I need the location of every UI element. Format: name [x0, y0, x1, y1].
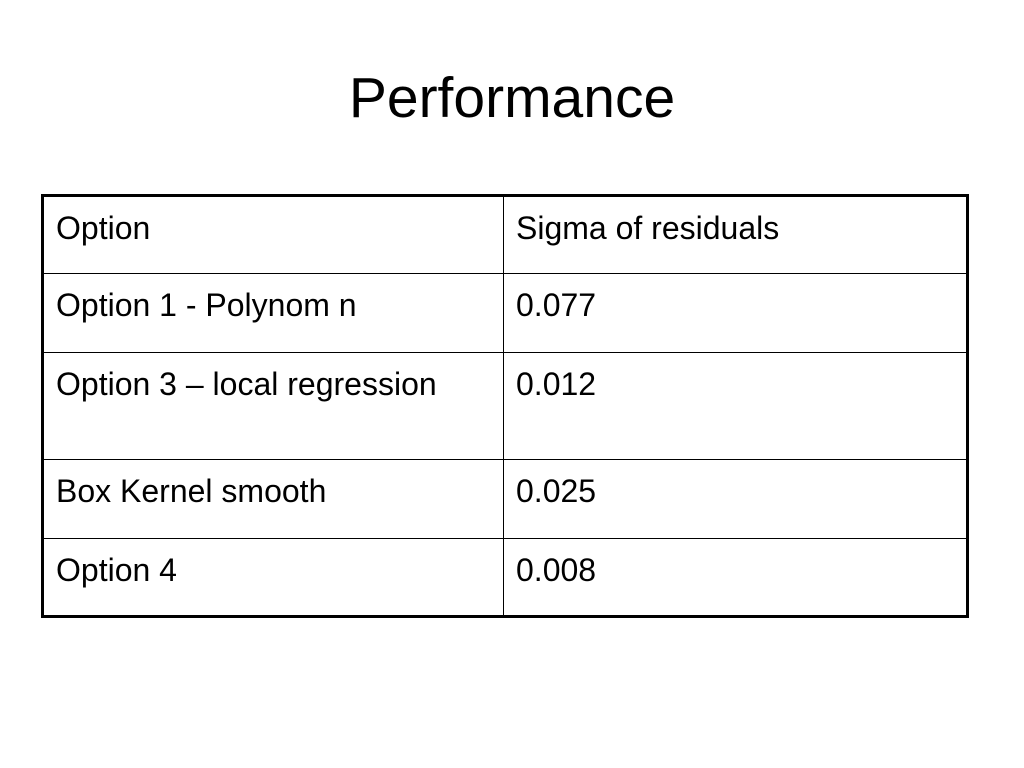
cell-option: Option 1 - Polynom n [42, 273, 504, 353]
cell-option: Option 3 – local regression [42, 352, 504, 460]
cell-option: Box Kernel smooth [42, 459, 504, 539]
cell-sigma: 0.077 [503, 273, 968, 353]
header-sigma: Sigma of residuals [503, 195, 968, 274]
cell-sigma: 0.012 [503, 352, 968, 460]
table-header-row: Option Sigma of residuals [42, 195, 968, 274]
table-row: Box Kernel smooth 0.025 [42, 459, 968, 539]
slide-title: Performance [348, 66, 676, 130]
cell-sigma: 0.008 [503, 538, 968, 617]
table-row: Option 4 0.008 [42, 538, 968, 617]
table-row: Option 1 - Polynom n 0.077 [42, 273, 968, 353]
header-option: Option [42, 195, 504, 274]
performance-table: Option Sigma of residuals Option 1 - Pol… [41, 194, 969, 618]
table-row: Option 3 – local regression 0.012 [42, 352, 968, 460]
cell-option: Option 4 [42, 538, 504, 617]
cell-sigma: 0.025 [503, 459, 968, 539]
